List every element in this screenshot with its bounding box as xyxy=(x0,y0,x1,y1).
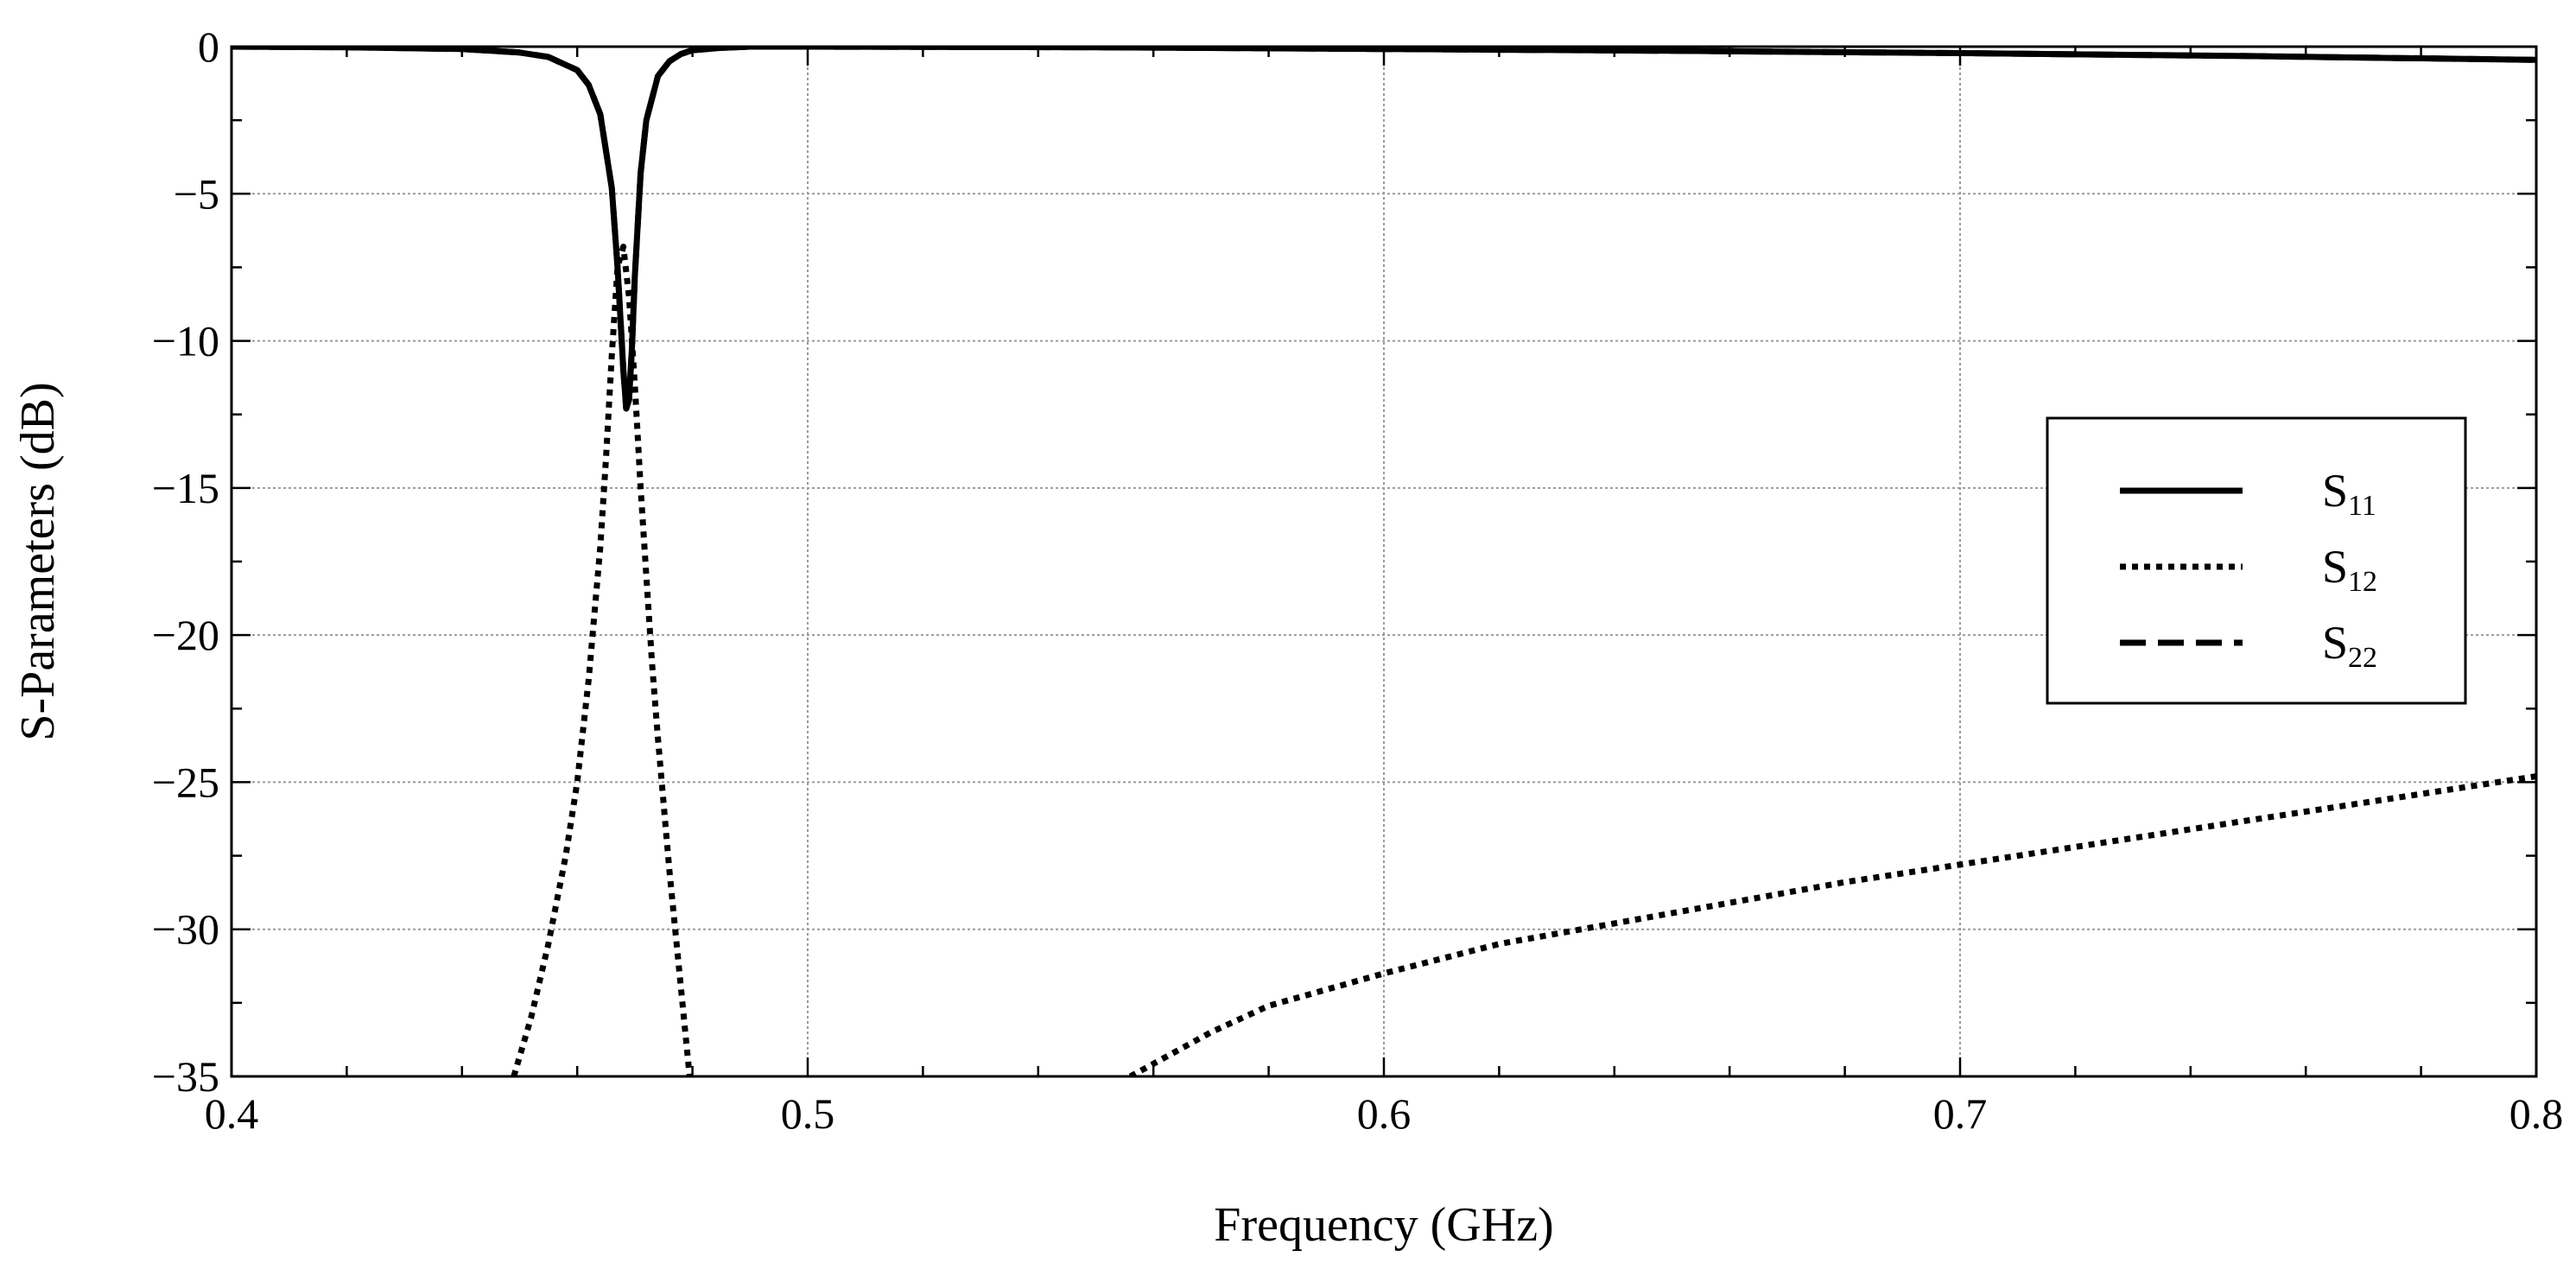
tick-marks xyxy=(230,45,2538,1078)
x-tick-label: 0.7 xyxy=(1933,1089,1988,1138)
x-tick-label: 0.5 xyxy=(781,1089,835,1138)
legend-label-s11: S11 xyxy=(2322,465,2376,522)
y-tick-label: −15 xyxy=(152,464,219,512)
legend-label-s22: S22 xyxy=(2322,617,2377,674)
legend-label-s12: S12 xyxy=(2322,541,2377,598)
y-tick-label: −30 xyxy=(152,905,219,954)
x-axis-title: Frequency (GHz) xyxy=(1214,1198,1553,1252)
x-tick-label: 0.4 xyxy=(205,1089,259,1138)
y-tick-label: −25 xyxy=(152,758,219,806)
y-tick-label: −20 xyxy=(152,611,219,659)
tick-labels: 0.4 0.5 0.6 0.7 0.8 0 −5 −10 −15 −20 −25 −30 −35 xyxy=(152,22,2563,1138)
x-tick-label: 0.6 xyxy=(1357,1089,1412,1138)
y-tick-label: −10 xyxy=(152,317,219,365)
grid xyxy=(232,47,2536,1076)
y-tick-label: −35 xyxy=(152,1052,219,1101)
y-axis-title: S-Parameters (dB) xyxy=(11,382,65,740)
y-tick-label: 0 xyxy=(198,22,219,71)
y-tick-label: −5 xyxy=(174,169,219,218)
series-line-s12 xyxy=(511,244,2536,1076)
legend: S11 S12 S22 xyxy=(2046,416,2467,705)
x-tick-label: 0.8 xyxy=(2509,1089,2564,1138)
legend-box xyxy=(2046,416,2467,705)
